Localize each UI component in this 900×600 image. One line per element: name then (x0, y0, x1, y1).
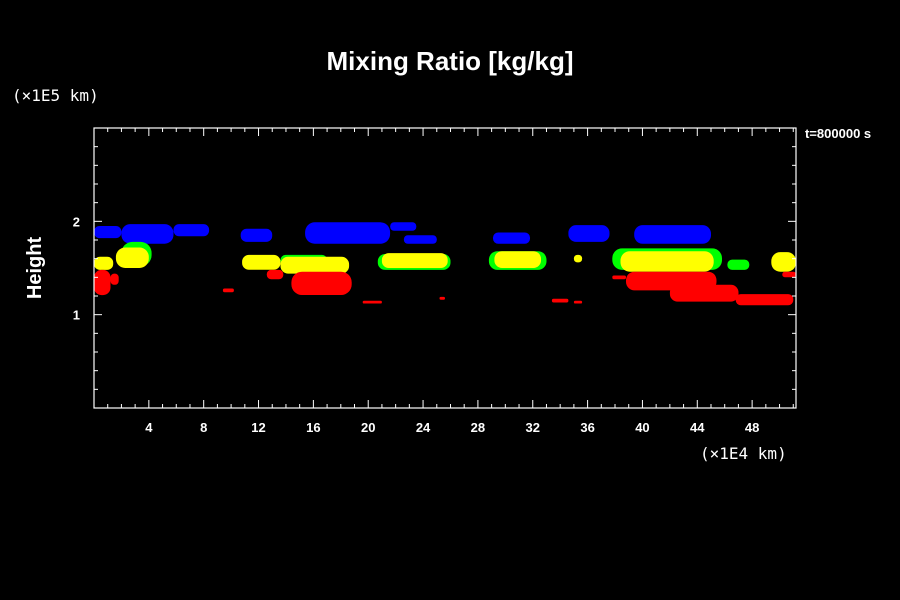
x-tick-label: 24 (416, 420, 431, 435)
mixing-region-blue (568, 225, 610, 242)
mixing-region-yellow (115, 247, 149, 268)
x-tick-label: 4 (145, 420, 153, 435)
mixing-region-green (727, 259, 750, 270)
mixing-region-red (782, 271, 796, 278)
mixing-region-blue (173, 224, 210, 237)
plot-frame (93, 127, 797, 409)
mixing-region-red (291, 271, 352, 295)
x-tick-label: 44 (690, 420, 705, 435)
mixing-region-red (612, 275, 626, 280)
mixing-region-blue (634, 225, 711, 244)
x-tick-label: 20 (361, 420, 375, 435)
mixing-region-yellow (620, 251, 714, 272)
mixing-region-blue (305, 222, 391, 244)
x-tick-label: 40 (635, 420, 649, 435)
mixing-region-red (735, 294, 794, 306)
mixing-region-yellow (494, 251, 541, 268)
x-tick-label: 32 (526, 420, 540, 435)
mixing-region-red (551, 298, 569, 303)
mixing-region-yellow (573, 254, 583, 263)
mixing-region-red (362, 300, 382, 304)
x-tick-label: 16 (306, 420, 320, 435)
mixing-region-yellow (280, 256, 350, 274)
y-axis-unit: (×1E5 km) (12, 86, 99, 105)
mixing-region-yellow (771, 252, 796, 272)
mixing-region-blue (403, 235, 437, 244)
mixing-region-red (439, 296, 445, 300)
chart-title: Mixing Ratio [kg/kg] (326, 46, 574, 76)
mixing-region-yellow (94, 256, 114, 270)
x-axis-unit: (×1E4 km) (700, 444, 787, 463)
x-tick-label: 12 (251, 420, 265, 435)
mixing-region-red (573, 300, 583, 304)
x-tick-label: 48 (745, 420, 759, 435)
mixing-region-red (266, 269, 284, 280)
mixing-region-blue (493, 232, 530, 244)
y-tick-label: 1 (73, 308, 80, 323)
mixing-region-yellow (381, 253, 448, 268)
x-tick-label: 36 (580, 420, 594, 435)
mixing-region-blue (121, 224, 174, 244)
y-tick-label: 2 (73, 214, 80, 229)
mixing-region-blue (94, 226, 122, 239)
mixing-region-red (110, 273, 119, 285)
mixing-region-blue (240, 228, 273, 242)
mixing-region-red (669, 284, 739, 302)
mixing-region-blue (390, 222, 417, 231)
x-tick-label: 28 (471, 420, 485, 435)
mixing-region-red (222, 288, 234, 293)
mixing-region-red (94, 269, 111, 296)
x-tick-label: 8 (200, 420, 207, 435)
mixing-region-yellow (242, 254, 281, 270)
time-label: t=800000 s (805, 126, 872, 141)
